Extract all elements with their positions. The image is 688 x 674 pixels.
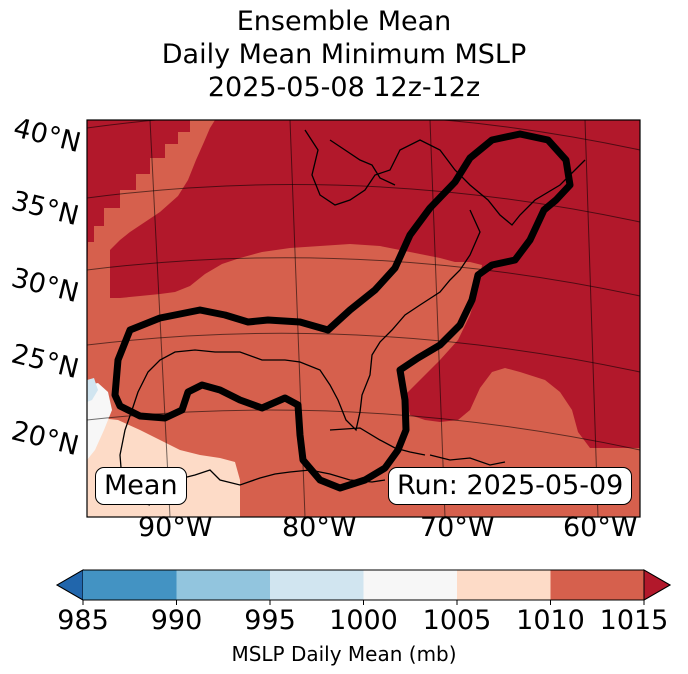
colorbar-tick-1010: 1010 bbox=[516, 605, 585, 636]
mean-label: Mean bbox=[95, 467, 187, 505]
region-995-1000 bbox=[87, 378, 98, 402]
colorbar-label: MSLP Daily Mean (mb) bbox=[231, 642, 457, 666]
region-1010-1015 bbox=[87, 120, 640, 517]
title-line-3: 2025-05-08 12z-12z bbox=[207, 72, 481, 103]
colorbar-bin-1005-1010 bbox=[457, 570, 551, 600]
title-line-2: Daily Mean Minimum MSLP bbox=[161, 39, 527, 70]
region-1000-1005 bbox=[87, 383, 112, 460]
colorbar-bin-990-995 bbox=[176, 570, 270, 600]
colorbar-extend-high bbox=[643, 569, 672, 601]
lon-label-70w: 70°W bbox=[420, 512, 495, 543]
colorbar-bin-985-990 bbox=[83, 570, 177, 600]
title-line-1: Ensemble Mean bbox=[236, 6, 452, 37]
map-area bbox=[87, 120, 640, 517]
map-frame bbox=[86, 119, 641, 518]
colorbar-tick-990: 990 bbox=[150, 605, 203, 636]
lon-label-80w: 80°W bbox=[282, 512, 357, 543]
colorbar-bin-995-1000 bbox=[270, 570, 364, 600]
lon-label-90w: 90°W bbox=[138, 512, 213, 543]
colorbar-tick-1000: 1000 bbox=[329, 605, 398, 636]
lon-label-60w: 60°W bbox=[563, 512, 638, 543]
contour-outline bbox=[111, 130, 574, 492]
colorbar bbox=[55, 569, 672, 605]
colorbar-bin-1000-1005 bbox=[363, 570, 457, 600]
latitude-lines bbox=[87, 120, 640, 451]
colorbar-tick-985: 985 bbox=[57, 605, 109, 636]
colorbar-tick-995: 995 bbox=[244, 605, 296, 636]
run-date-label: Run: 2025-05-09 bbox=[388, 467, 633, 505]
colorbar-tick-1005: 1005 bbox=[422, 605, 492, 636]
coastlines bbox=[119, 129, 586, 506]
colorbar-bin-1010-1015 bbox=[550, 570, 644, 600]
colorbar-tick-1015: 1015 bbox=[599, 605, 669, 636]
colorbar-extend-low bbox=[55, 569, 84, 601]
